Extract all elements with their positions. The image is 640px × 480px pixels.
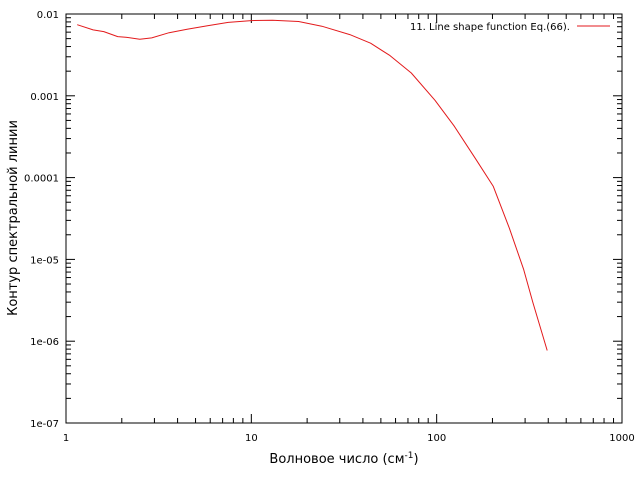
- tick-labels: 1 10 100 1000 1e-07 1e-06 1e-05 0.0001 0.001 0.01: [24, 10, 635, 444]
- x-axis-label-close: ): [413, 452, 418, 467]
- series-line: [77, 19, 548, 351]
- x-axis-label-main: Волновое число (см: [269, 452, 404, 467]
- y-tick-label: 0.001: [30, 92, 59, 103]
- y-tick-label: 0.0001: [24, 174, 59, 185]
- legend-label: 11. Line shape function Eq.(66).: [410, 22, 570, 33]
- axis-ticks: [65, 13, 623, 424]
- y-tick-label: 1e-05: [30, 255, 59, 266]
- x-tick-label: 100: [427, 433, 446, 444]
- y-tick-label: 0.01: [37, 10, 59, 21]
- x-axis-label-superscript: -1: [405, 451, 414, 461]
- x-axis-label: Волновое число (см-1): [269, 451, 418, 467]
- plot-frame: [65, 13, 623, 424]
- y-tick-label: 1e-06: [30, 337, 59, 348]
- x-tick-label: 1000: [609, 433, 634, 444]
- legend: 11. Line shape function Eq.(66).: [410, 22, 610, 33]
- series-layer: [77, 19, 548, 351]
- x-tick-label: 1: [63, 433, 69, 444]
- y-tick-label: 1e-07: [30, 419, 59, 430]
- y-axis-label: Контур спектральной линии: [6, 120, 21, 316]
- x-tick-label: 10: [245, 433, 258, 444]
